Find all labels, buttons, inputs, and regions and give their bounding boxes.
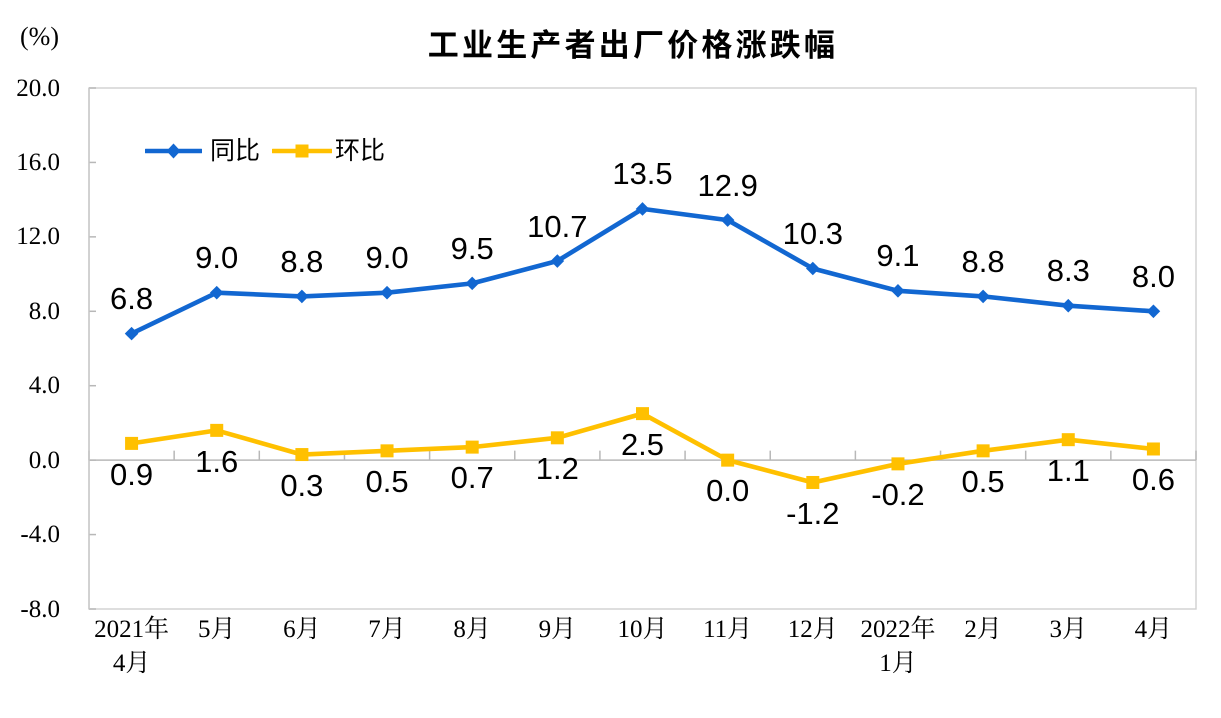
x-tick-label: 11月 xyxy=(703,616,753,643)
y-tick-label: 4.0 xyxy=(28,372,60,400)
y-tick-label: 0.0 xyxy=(28,446,60,474)
data-label-环比: 1.6 xyxy=(195,443,239,479)
marker-环比 xyxy=(125,436,139,450)
legend-series1-label: 同比 xyxy=(210,131,261,167)
data-label-环比: 0.9 xyxy=(110,456,154,492)
x-tick-label: 12月 xyxy=(787,616,838,643)
marker-同比 xyxy=(1061,298,1076,313)
y-axis-unit-label: (%) xyxy=(20,22,59,51)
marker-环比 xyxy=(806,475,820,489)
x-tick-label: 8月 xyxy=(453,616,491,643)
marker-环比 xyxy=(636,407,649,421)
data-label-同比: 9.0 xyxy=(195,240,239,276)
data-label-同比: 9.1 xyxy=(876,238,920,274)
marker-环比 xyxy=(465,440,479,454)
marker-同比 xyxy=(295,289,309,304)
marker-环比 xyxy=(295,448,309,462)
chart-title: 工业生产者出厂价格涨跌幅 xyxy=(427,20,839,65)
data-label-环比: 0.0 xyxy=(706,473,750,509)
data-label-环比: 1.1 xyxy=(1046,452,1090,488)
data-label-环比: 2.5 xyxy=(620,426,665,462)
marker-同比 xyxy=(124,326,139,341)
data-label-环比: 0.5 xyxy=(961,464,1005,500)
marker-同比 xyxy=(1146,304,1161,319)
x-tick-label: 7月 xyxy=(368,616,406,643)
marker-同比 xyxy=(380,285,394,300)
marker-环比 xyxy=(1061,433,1075,447)
y-tick-label: 8.0 xyxy=(28,297,60,325)
marker-环比 xyxy=(1146,442,1160,456)
y-tick-label: 12.0 xyxy=(16,223,60,251)
marker-同比 xyxy=(550,254,565,268)
marker-同比 xyxy=(806,261,820,276)
data-label-环比: -1.2 xyxy=(786,495,840,531)
data-label-同比: 10.7 xyxy=(527,208,588,244)
x-tick-label: 2021年 4月 xyxy=(94,616,170,677)
data-label-同比: 9.0 xyxy=(365,240,409,276)
marker-环比 xyxy=(210,423,224,437)
x-tick-label: 4月 xyxy=(1134,616,1173,643)
legend-series2-line-icon xyxy=(272,144,333,158)
data-label-同比: 8.0 xyxy=(1131,258,1175,294)
x-tick-label: 6月 xyxy=(283,616,321,643)
data-label-环比: 0.7 xyxy=(450,460,494,496)
x-tick-label: 5月 xyxy=(197,616,236,643)
data-label-同比: 9.5 xyxy=(450,230,494,266)
data-label-同比: 8.8 xyxy=(280,243,324,279)
data-label-环比: 0.5 xyxy=(365,464,409,500)
data-label-同比: 13.5 xyxy=(612,156,673,192)
y-tick-label: -4.0 xyxy=(20,521,60,549)
data-label-环比: 0.6 xyxy=(1131,462,1175,498)
y-tick-label: 16.0 xyxy=(16,148,60,176)
data-label-同比: 8.8 xyxy=(961,243,1005,279)
x-tick-label: 2022年 1月 xyxy=(860,616,936,677)
x-tick-label: 3月 xyxy=(1049,616,1088,643)
data-label-环比: -0.2 xyxy=(871,477,925,513)
legend: 同比 环比 xyxy=(145,131,386,167)
x-tick-label: 10月 xyxy=(617,616,668,643)
x-tick-label: 9月 xyxy=(538,616,577,643)
marker-同比 xyxy=(720,213,735,227)
marker-同比 xyxy=(635,202,650,216)
marker-环比 xyxy=(721,453,735,467)
data-label-环比: 1.2 xyxy=(535,451,579,487)
marker-环比 xyxy=(380,444,394,458)
marker-同比 xyxy=(209,285,224,300)
data-label-同比: 12.9 xyxy=(697,167,758,203)
marker-环比 xyxy=(891,457,905,471)
marker-同比 xyxy=(976,289,990,304)
legend-series2-label: 环比 xyxy=(335,131,386,167)
y-tick-label: -8.0 xyxy=(20,595,60,623)
marker-环比 xyxy=(976,444,990,458)
marker-同比 xyxy=(891,284,905,298)
y-tick-label: 20.0 xyxy=(16,74,60,102)
data-label-同比: 8.3 xyxy=(1046,253,1090,289)
data-label-同比: 10.3 xyxy=(782,215,843,251)
data-label-同比: 6.8 xyxy=(110,281,154,317)
marker-同比 xyxy=(465,276,479,291)
legend-series1-line-icon xyxy=(145,143,202,159)
data-label-环比: 0.3 xyxy=(280,467,324,503)
x-tick-label: 2月 xyxy=(964,616,1002,643)
marker-环比 xyxy=(550,431,564,445)
